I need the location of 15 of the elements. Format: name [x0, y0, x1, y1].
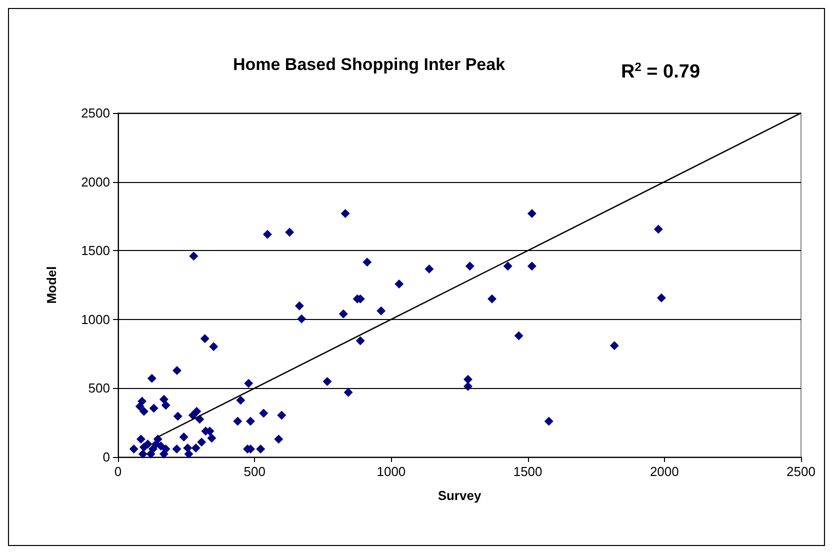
chart-title: Home Based Shopping Inter Peak — [232, 55, 506, 74]
x-axis-title: Survey — [438, 488, 482, 503]
x-tick-label: 2500 — [786, 464, 816, 479]
x-tick-label: 2000 — [650, 464, 679, 479]
x-tick-label: 1500 — [513, 464, 542, 479]
x-tick-label: 0 — [114, 464, 122, 479]
y-tick-label: 1500 — [81, 243, 110, 258]
y-tick-label: 2500 — [81, 106, 110, 120]
y-axis-title: Model — [44, 266, 59, 304]
x-tick-label: 500 — [244, 464, 266, 479]
y-tick-label: 1000 — [81, 312, 110, 327]
y-tick-label: 500 — [88, 380, 110, 396]
y-tick-label: 2000 — [81, 174, 110, 190]
y-tick-label: 0 — [102, 450, 110, 464]
x-tick-label: 1000 — [376, 464, 406, 479]
